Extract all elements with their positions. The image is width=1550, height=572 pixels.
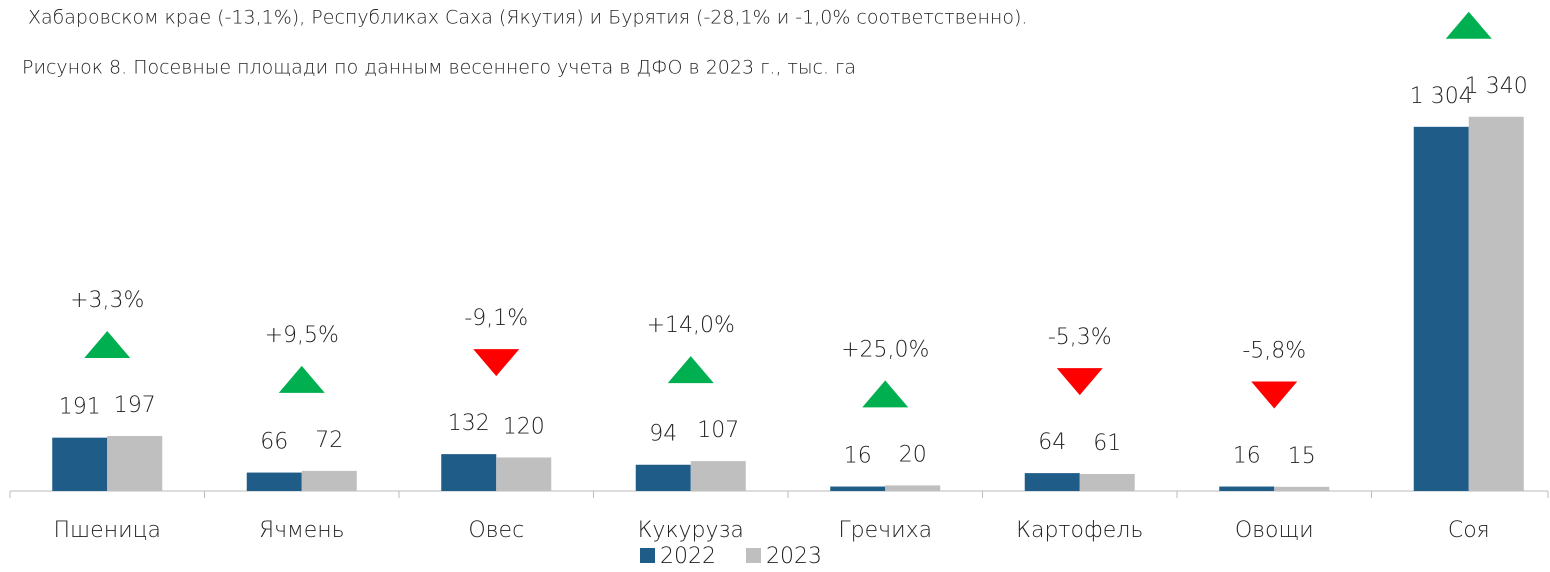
change-label: -9,1% xyxy=(464,306,528,331)
x-tick-label: Картофель xyxy=(1016,518,1143,543)
down-arrow xyxy=(1251,381,1298,409)
bar xyxy=(690,461,746,491)
bar xyxy=(52,437,108,491)
legend-label: 2022 xyxy=(660,544,716,569)
up-arrow xyxy=(278,365,325,393)
change-label: +9,5% xyxy=(265,323,339,348)
bar xyxy=(635,464,691,491)
legend-swatch xyxy=(746,548,761,563)
value-label: 1 304 xyxy=(1410,84,1473,109)
up-arrow xyxy=(862,380,909,408)
value-label: 72 xyxy=(315,428,343,453)
change-label: +14,0% xyxy=(647,313,735,338)
x-tick-label: Кукуруза xyxy=(638,518,744,543)
x-tick-label: Пшеница xyxy=(53,518,161,543)
x-tick-label: Овес xyxy=(468,518,524,543)
document-text: Хабаровском крае (-13,1%), Республиках С… xyxy=(28,7,1027,29)
down-arrow xyxy=(1056,368,1103,396)
bar xyxy=(1024,473,1080,491)
value-label: 191 xyxy=(59,395,101,420)
value-label: 20 xyxy=(899,442,927,467)
bar xyxy=(496,457,552,491)
x-tick-label: Овощи xyxy=(1235,518,1314,543)
value-label: 197 xyxy=(114,393,156,418)
value-label: 120 xyxy=(503,414,545,439)
value-label: 132 xyxy=(448,411,490,436)
change-label: +3,3% xyxy=(70,288,144,313)
bar xyxy=(107,435,163,491)
bar xyxy=(830,486,886,491)
bar xyxy=(1079,473,1135,491)
down-arrow xyxy=(473,349,520,377)
bar xyxy=(1468,116,1524,491)
bar xyxy=(1413,126,1469,491)
up-arrow xyxy=(1445,11,1492,39)
value-label: 107 xyxy=(697,418,739,443)
legend-swatch xyxy=(640,548,655,563)
bar xyxy=(885,485,941,491)
bar xyxy=(1219,486,1275,491)
legend-label: 2023 xyxy=(766,544,822,569)
figure-caption: Рисунок 8. Посевные площади по данным ве… xyxy=(22,57,856,79)
bar xyxy=(1274,486,1330,491)
change-label: -5,3% xyxy=(1048,325,1112,350)
bar xyxy=(301,470,357,491)
bar xyxy=(441,454,497,491)
value-label: 66 xyxy=(260,430,288,455)
value-label: 1 340 xyxy=(1465,74,1528,99)
x-tick-label: Ячмень xyxy=(259,518,345,543)
change-label: +25,0% xyxy=(841,337,929,362)
value-label: 16 xyxy=(1233,444,1261,469)
x-tick-label: Гречиха xyxy=(838,518,932,543)
up-arrow xyxy=(667,356,714,384)
bar xyxy=(246,472,302,491)
value-label: 16 xyxy=(844,444,872,469)
up-arrow xyxy=(84,330,131,358)
value-label: 94 xyxy=(649,422,677,447)
x-tick-label: Соя xyxy=(1448,518,1490,543)
value-label: 61 xyxy=(1093,431,1121,456)
value-label: 64 xyxy=(1038,430,1066,455)
change-label: -5,8% xyxy=(1242,339,1306,364)
value-label: 15 xyxy=(1288,444,1316,469)
